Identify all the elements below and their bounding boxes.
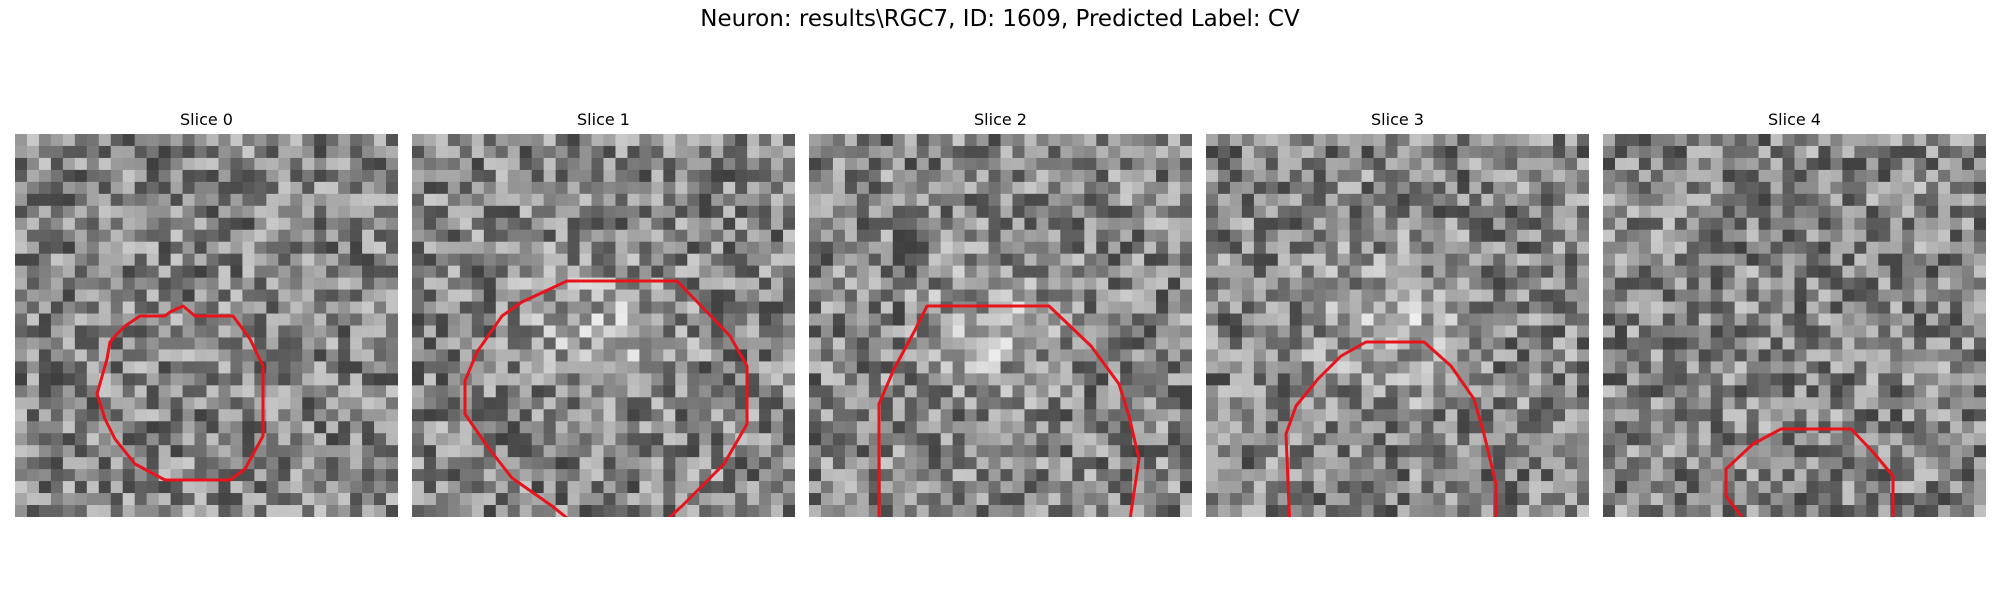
slice-svg <box>1603 134 1986 517</box>
slice-title: Slice 0 <box>15 110 398 129</box>
slice-title: Slice 2 <box>809 110 1192 129</box>
slice-panel-1: Slice 1 <box>412 106 795 522</box>
slice-panel-0: Slice 0 <box>15 106 398 522</box>
slice-svg <box>15 134 398 517</box>
slice-panel-4: Slice 4 <box>1603 106 1986 522</box>
slice-title: Slice 3 <box>1206 110 1589 129</box>
slice-svg <box>412 134 795 517</box>
slice-svg <box>809 134 1192 517</box>
figure-title: Neuron: results\RGC7, ID: 1609, Predicte… <box>0 6 2000 32</box>
slice-title: Slice 1 <box>412 110 795 129</box>
slice-title: Slice 4 <box>1603 110 1986 129</box>
slice-svg <box>1206 134 1589 517</box>
slice-image <box>1206 134 1589 517</box>
slice-image <box>412 134 795 517</box>
slice-panel-2: Slice 2 <box>809 106 1192 522</box>
slice-image <box>809 134 1192 517</box>
slice-panel-3: Slice 3 <box>1206 106 1589 522</box>
slice-image <box>15 134 398 517</box>
slice-image <box>1603 134 1986 517</box>
